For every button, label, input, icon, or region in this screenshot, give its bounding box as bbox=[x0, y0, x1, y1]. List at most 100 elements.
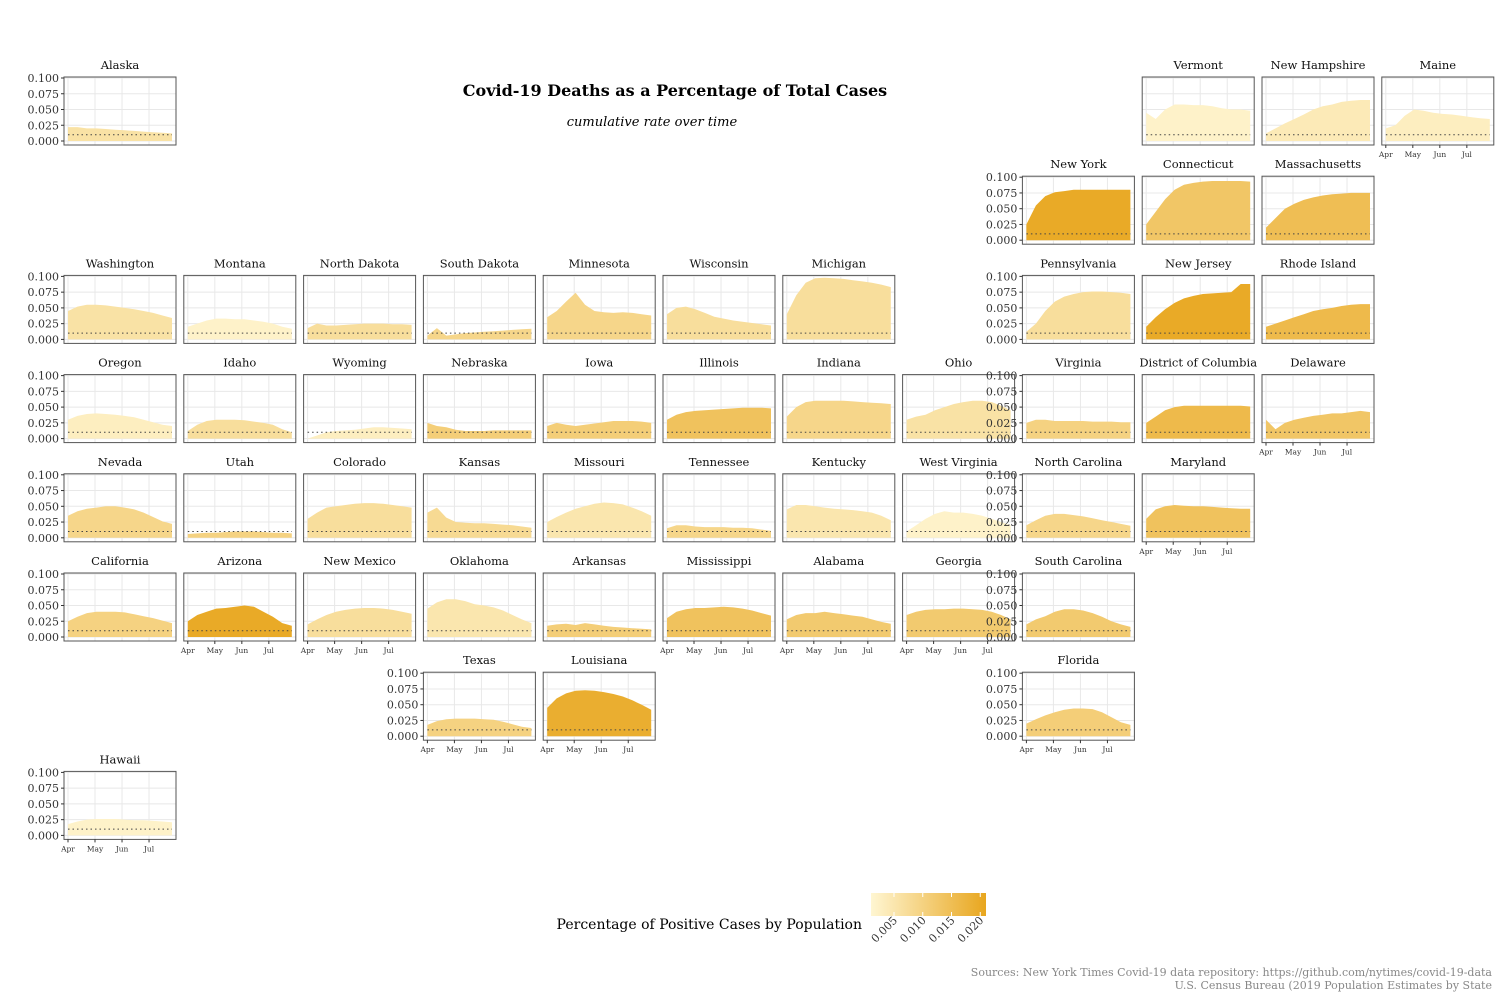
state-label: Delaware bbox=[1290, 356, 1346, 370]
state-area bbox=[307, 503, 412, 538]
panel-border bbox=[1021, 671, 1135, 741]
state-area bbox=[1026, 609, 1131, 637]
state-panel: Alaska 0.100 0.075 0.050 0.025 0.000 bbox=[28, 58, 177, 148]
panel-border bbox=[1261, 374, 1375, 444]
y-tick-label: 0.000 bbox=[986, 333, 1018, 346]
x-tick-label: May bbox=[1165, 547, 1182, 556]
panel-border bbox=[63, 374, 177, 444]
x-tick-label: Jun bbox=[1432, 150, 1446, 159]
panel-background bbox=[183, 473, 296, 542]
state-area bbox=[547, 502, 652, 538]
state-panel: New Mexico Apr May Jun Jul bbox=[300, 554, 417, 655]
y-tick-label: 0.000 bbox=[28, 433, 60, 446]
state-panel: Iowa bbox=[542, 356, 656, 444]
state-area bbox=[1146, 284, 1251, 340]
x-tick-label: Apr bbox=[419, 745, 434, 754]
state-panel: Delaware Apr May Jun Jul bbox=[1258, 356, 1375, 457]
y-tick-label: 0.050 bbox=[986, 203, 1018, 216]
y-tick-label: 0.050 bbox=[986, 699, 1018, 712]
x-tick-label: Apr bbox=[659, 646, 674, 655]
state-area bbox=[1026, 708, 1131, 737]
y-tick-label: 0.100 bbox=[28, 469, 60, 482]
x-tick-label: May bbox=[925, 646, 942, 655]
state-label: Mississippi bbox=[687, 554, 752, 568]
chart-subtitle: cumulative rate over time bbox=[567, 115, 738, 130]
state-label: Rhode Island bbox=[1280, 256, 1357, 270]
x-tick-label: Apr bbox=[1378, 150, 1393, 159]
source-line-2: U.S. Census Bureau (2019 Population Esti… bbox=[1175, 979, 1492, 992]
state-area bbox=[906, 400, 1011, 439]
x-tick-label: May bbox=[686, 646, 703, 655]
y-tick-label: 0.075 bbox=[986, 584, 1018, 597]
state-label: Missouri bbox=[574, 455, 625, 469]
panel-border bbox=[183, 572, 297, 642]
state-label: North Dakota bbox=[320, 256, 400, 270]
color-legend: Percentage of Positive Cases by Populati… bbox=[557, 893, 986, 945]
state-area bbox=[187, 531, 292, 538]
state-panel: Virginia 0.100 0.075 0.050 0.025 0.000 bbox=[986, 356, 1135, 446]
y-tick-label: 0.000 bbox=[28, 135, 60, 148]
panel-border bbox=[63, 274, 177, 344]
state-panel: Pennsylvania 0.100 0.075 0.050 0.025 0.000 bbox=[986, 256, 1135, 346]
y-tick-label: 0.025 bbox=[986, 318, 1018, 331]
y-tick-label: 0.050 bbox=[28, 798, 60, 811]
state-label: Nebraska bbox=[451, 356, 507, 370]
y-tick-label: 0.075 bbox=[28, 88, 60, 101]
y-tick-label: 0.075 bbox=[986, 187, 1018, 200]
state-panel: West Virginia bbox=[902, 455, 1016, 543]
panel-border bbox=[1261, 175, 1375, 245]
state-panel: New York 0.100 0.075 0.050 0.025 0.000 bbox=[986, 157, 1135, 247]
y-tick-label: 0.000 bbox=[986, 433, 1018, 446]
x-tick-label: Jul bbox=[742, 646, 754, 655]
x-tick-label: May bbox=[87, 844, 104, 853]
y-tick-label: 0.100 bbox=[28, 72, 60, 85]
y-tick-label: 0.100 bbox=[28, 370, 60, 383]
y-tick-label: 0.050 bbox=[28, 104, 60, 117]
y-tick-label: 0.075 bbox=[28, 485, 60, 498]
state-area bbox=[667, 306, 771, 340]
panel-border bbox=[1141, 274, 1255, 344]
state-panel: Indiana bbox=[782, 356, 896, 444]
state-area bbox=[547, 690, 652, 737]
y-tick-label: 0.050 bbox=[28, 500, 60, 513]
y-tick-label: 0.025 bbox=[986, 615, 1018, 628]
state-area bbox=[1146, 181, 1251, 241]
y-tick-label: 0.025 bbox=[28, 615, 60, 628]
y-tick-label: 0.025 bbox=[986, 714, 1018, 727]
panel-border bbox=[303, 274, 417, 344]
state-panel: Maine Apr May Jun Jul bbox=[1378, 58, 1495, 159]
x-tick-label: Jun bbox=[594, 745, 608, 754]
state-panel: Louisiana Apr May Jun Jul bbox=[539, 653, 656, 754]
state-panel: District of Columbia bbox=[1139, 356, 1257, 444]
state-area bbox=[1266, 100, 1370, 141]
state-label: Alabama bbox=[812, 554, 864, 568]
panel-border bbox=[1021, 374, 1135, 444]
panel-border bbox=[662, 274, 776, 344]
y-tick-label: 0.075 bbox=[28, 286, 60, 299]
state-label: Alaska bbox=[100, 58, 140, 72]
state-label: Wyoming bbox=[332, 356, 387, 370]
state-panel: California 0.100 0.075 0.050 0.025 0.000 bbox=[28, 554, 177, 644]
y-tick-label: 0.000 bbox=[28, 631, 60, 644]
y-tick-label: 0.000 bbox=[387, 730, 419, 743]
state-label: Georgia bbox=[935, 554, 981, 568]
state-panel: Massachusetts bbox=[1261, 157, 1375, 245]
state-label: Minnesota bbox=[569, 256, 631, 270]
y-tick-label: 0.075 bbox=[28, 782, 60, 795]
x-tick-label: Apr bbox=[300, 646, 315, 655]
state-area bbox=[1026, 189, 1131, 241]
state-label: Connecticut bbox=[1163, 157, 1234, 171]
state-label: Vermont bbox=[1172, 58, 1223, 72]
state-label: South Carolina bbox=[1035, 554, 1123, 568]
y-tick-label: 0.075 bbox=[387, 683, 419, 696]
x-tick-label: May bbox=[806, 646, 823, 655]
y-tick-label: 0.050 bbox=[387, 699, 419, 712]
state-panel: Alabama Apr May Jun Jul bbox=[779, 554, 896, 655]
state-panel: New Jersey bbox=[1141, 256, 1255, 344]
state-label: Nevada bbox=[98, 455, 143, 469]
y-tick-label: 0.050 bbox=[986, 600, 1018, 613]
state-panel: Vermont bbox=[1141, 58, 1255, 146]
y-tick-label: 0.000 bbox=[28, 333, 60, 346]
